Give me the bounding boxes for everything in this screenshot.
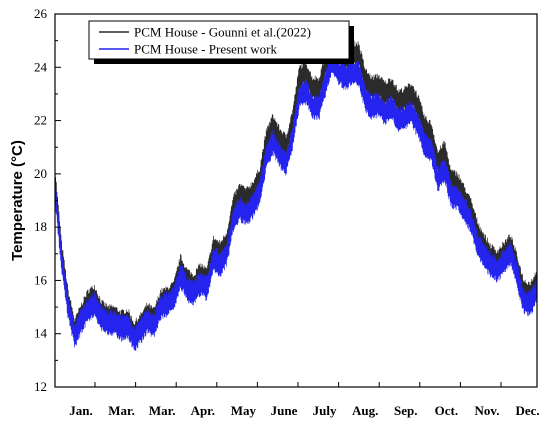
x-tick-label: June	[271, 403, 298, 418]
series-line-1	[54, 27, 538, 345]
y-axis-label: Temperature (°C)	[9, 140, 26, 261]
x-tick-label: Apr.	[191, 403, 215, 418]
y-tick-label: 26	[34, 6, 48, 21]
x-tick-label: July	[313, 403, 337, 418]
x-tick-label: Jan.	[69, 403, 92, 418]
x-tick-label: Sep.	[394, 403, 417, 418]
y-tick-label: 12	[34, 379, 47, 394]
y-tick-label: 18	[34, 219, 47, 234]
legend-label-1: PCM House - Gounni et al.(2022)	[134, 25, 311, 40]
series-line-2	[54, 49, 538, 351]
x-tick-label: Mar.	[108, 403, 135, 418]
x-tick-label: Mar.	[149, 403, 176, 418]
x-tick-label: Nov.	[475, 403, 500, 418]
chart-data-layer	[54, 27, 538, 351]
legend-box	[88, 20, 350, 60]
y-tick-label: 14	[34, 326, 48, 341]
y-tick-label: 20	[34, 166, 47, 181]
x-tick-label: Dec.	[516, 403, 540, 418]
y-tick-label: 16	[34, 272, 48, 287]
chart-legend: PCM House - Gounni et al.(2022) PCM House…	[88, 20, 354, 64]
x-tick-label: May	[231, 403, 257, 418]
y-tick-label: 22	[34, 113, 47, 128]
legend-label-2: PCM House - Present work	[134, 42, 277, 57]
chart-axes: 12 14 16 18 20 22 24 26 Jan. Mar. Mar. Apr. May June J…	[9, 6, 540, 418]
y-tick-label: 24	[34, 59, 48, 74]
x-tick-label: Oct.	[435, 403, 458, 418]
x-tick-label: Aug.	[352, 403, 378, 418]
